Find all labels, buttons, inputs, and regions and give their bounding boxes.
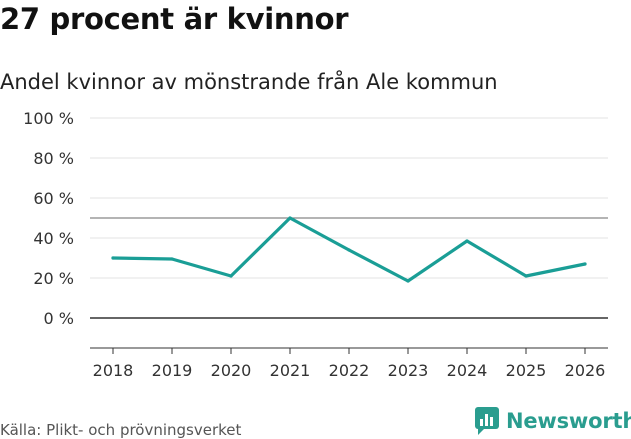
y-tick-label: 60 % — [33, 189, 74, 208]
data-point — [288, 216, 292, 220]
grid-lines — [90, 117, 608, 349]
y-tick-label: 20 % — [33, 269, 74, 288]
data-point — [229, 274, 233, 278]
source-note: Källa: Plikt- och prövningsverket — [0, 421, 242, 439]
series-layer — [111, 216, 587, 283]
line-chart: 0 % 20 % 40 % 60 % 80 % 100 % 2018 2019 2020 202… — [23, 109, 608, 380]
x-tick-label: 2022 — [329, 361, 370, 380]
data-point — [465, 239, 469, 243]
x-tick-label: 2026 — [565, 361, 606, 380]
data-point — [524, 274, 528, 278]
headline: 27 procent är kvinnor — [0, 2, 349, 36]
y-tick-label: 0 % — [44, 309, 74, 328]
y-tick-label: 100 % — [23, 109, 74, 128]
brand-logo[interactable]: Newsworthy — [474, 406, 631, 436]
y-tick-label: 40 % — [33, 229, 74, 248]
data-point — [347, 248, 351, 252]
y-tick-label: 80 % — [33, 149, 74, 168]
chart-subtitle: Andel kvinnor av mönstrande från Ale kom… — [0, 70, 498, 94]
y-axis-ticks: 0 % 20 % 40 % 60 % 80 % 100 % — [23, 109, 74, 328]
data-point — [406, 279, 410, 283]
x-axis-ticks: 2018 2019 2020 2021 2022 2023 2024 2025 2026 — [93, 348, 606, 380]
x-tick-label: 2025 — [506, 361, 547, 380]
x-tick-label: 2024 — [447, 361, 488, 380]
brand-name: Newsworthy — [506, 409, 631, 433]
x-tick-label: 2019 — [152, 361, 193, 380]
newsworthy-logo-icon — [475, 407, 499, 435]
x-tick-label: 2023 — [388, 361, 429, 380]
x-tick-label: 2020 — [211, 361, 252, 380]
data-point — [111, 256, 115, 260]
x-tick-label: 2018 — [93, 361, 134, 380]
data-point — [170, 257, 174, 261]
data-point — [583, 262, 587, 266]
x-tick-label: 2021 — [270, 361, 311, 380]
